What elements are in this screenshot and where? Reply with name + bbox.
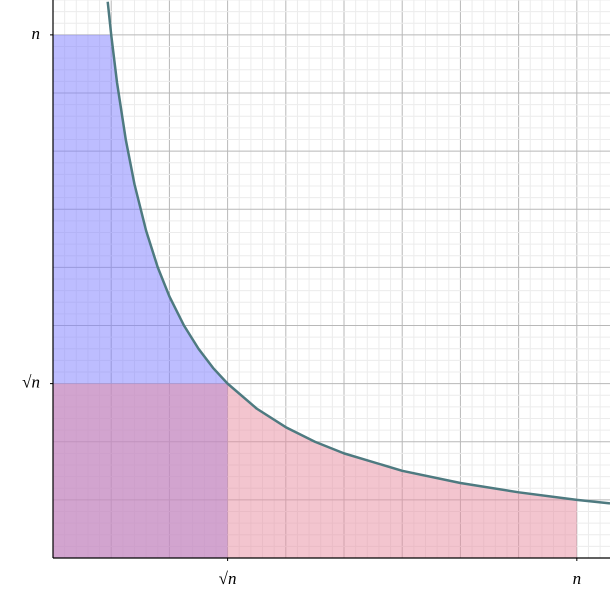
x-tick-label: √n <box>219 569 237 588</box>
curve <box>106 1 610 505</box>
region <box>53 383 577 558</box>
y-tick-label: √n <box>22 373 40 392</box>
x-tick-label: n <box>573 569 582 588</box>
y-tick-label: n <box>32 24 41 43</box>
